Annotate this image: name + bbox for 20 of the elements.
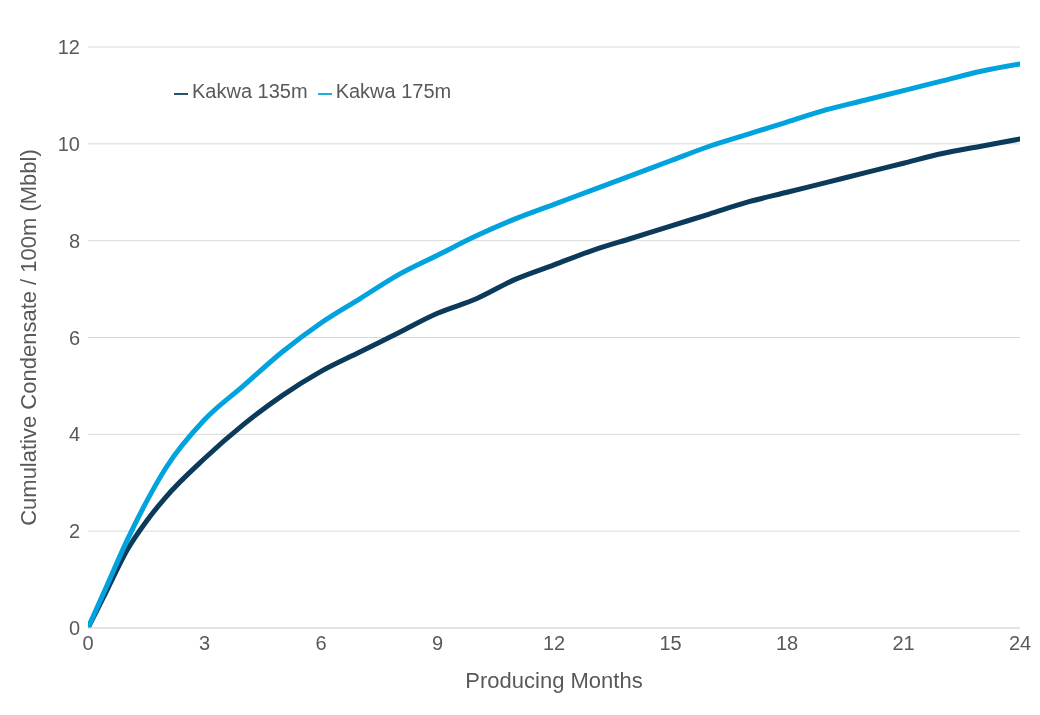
y-tick-label: 0: [68, 617, 80, 640]
x-tick-label: 21: [892, 632, 915, 655]
x-axis-title: Producing Months: [465, 668, 643, 693]
y-tick-label: 10: [57, 132, 80, 155]
y-tick-label: 12: [57, 36, 80, 59]
y-tick-label: 6: [68, 326, 80, 349]
x-tick-label: 0: [82, 632, 94, 655]
y-tick-label: 8: [68, 229, 80, 252]
legend-label: Kakwa 135m: [192, 80, 308, 102]
x-tick-label: 15: [659, 632, 682, 655]
legend-label: Kakwa 175m: [335, 80, 452, 102]
y-tick-label: 4: [68, 423, 80, 446]
x-tick-label: 9: [431, 632, 444, 655]
x-tick-label: 24: [1008, 632, 1032, 655]
y-tick-label: 2: [68, 520, 80, 543]
x-tick-label: 12: [542, 632, 566, 655]
x-tick-label: 6: [315, 632, 327, 655]
x-tick-label: 3: [198, 632, 211, 655]
x-tick-label: 18: [775, 632, 799, 655]
y-axis-title: Cumulative Condensate / 100m (Mbbl): [15, 149, 41, 526]
